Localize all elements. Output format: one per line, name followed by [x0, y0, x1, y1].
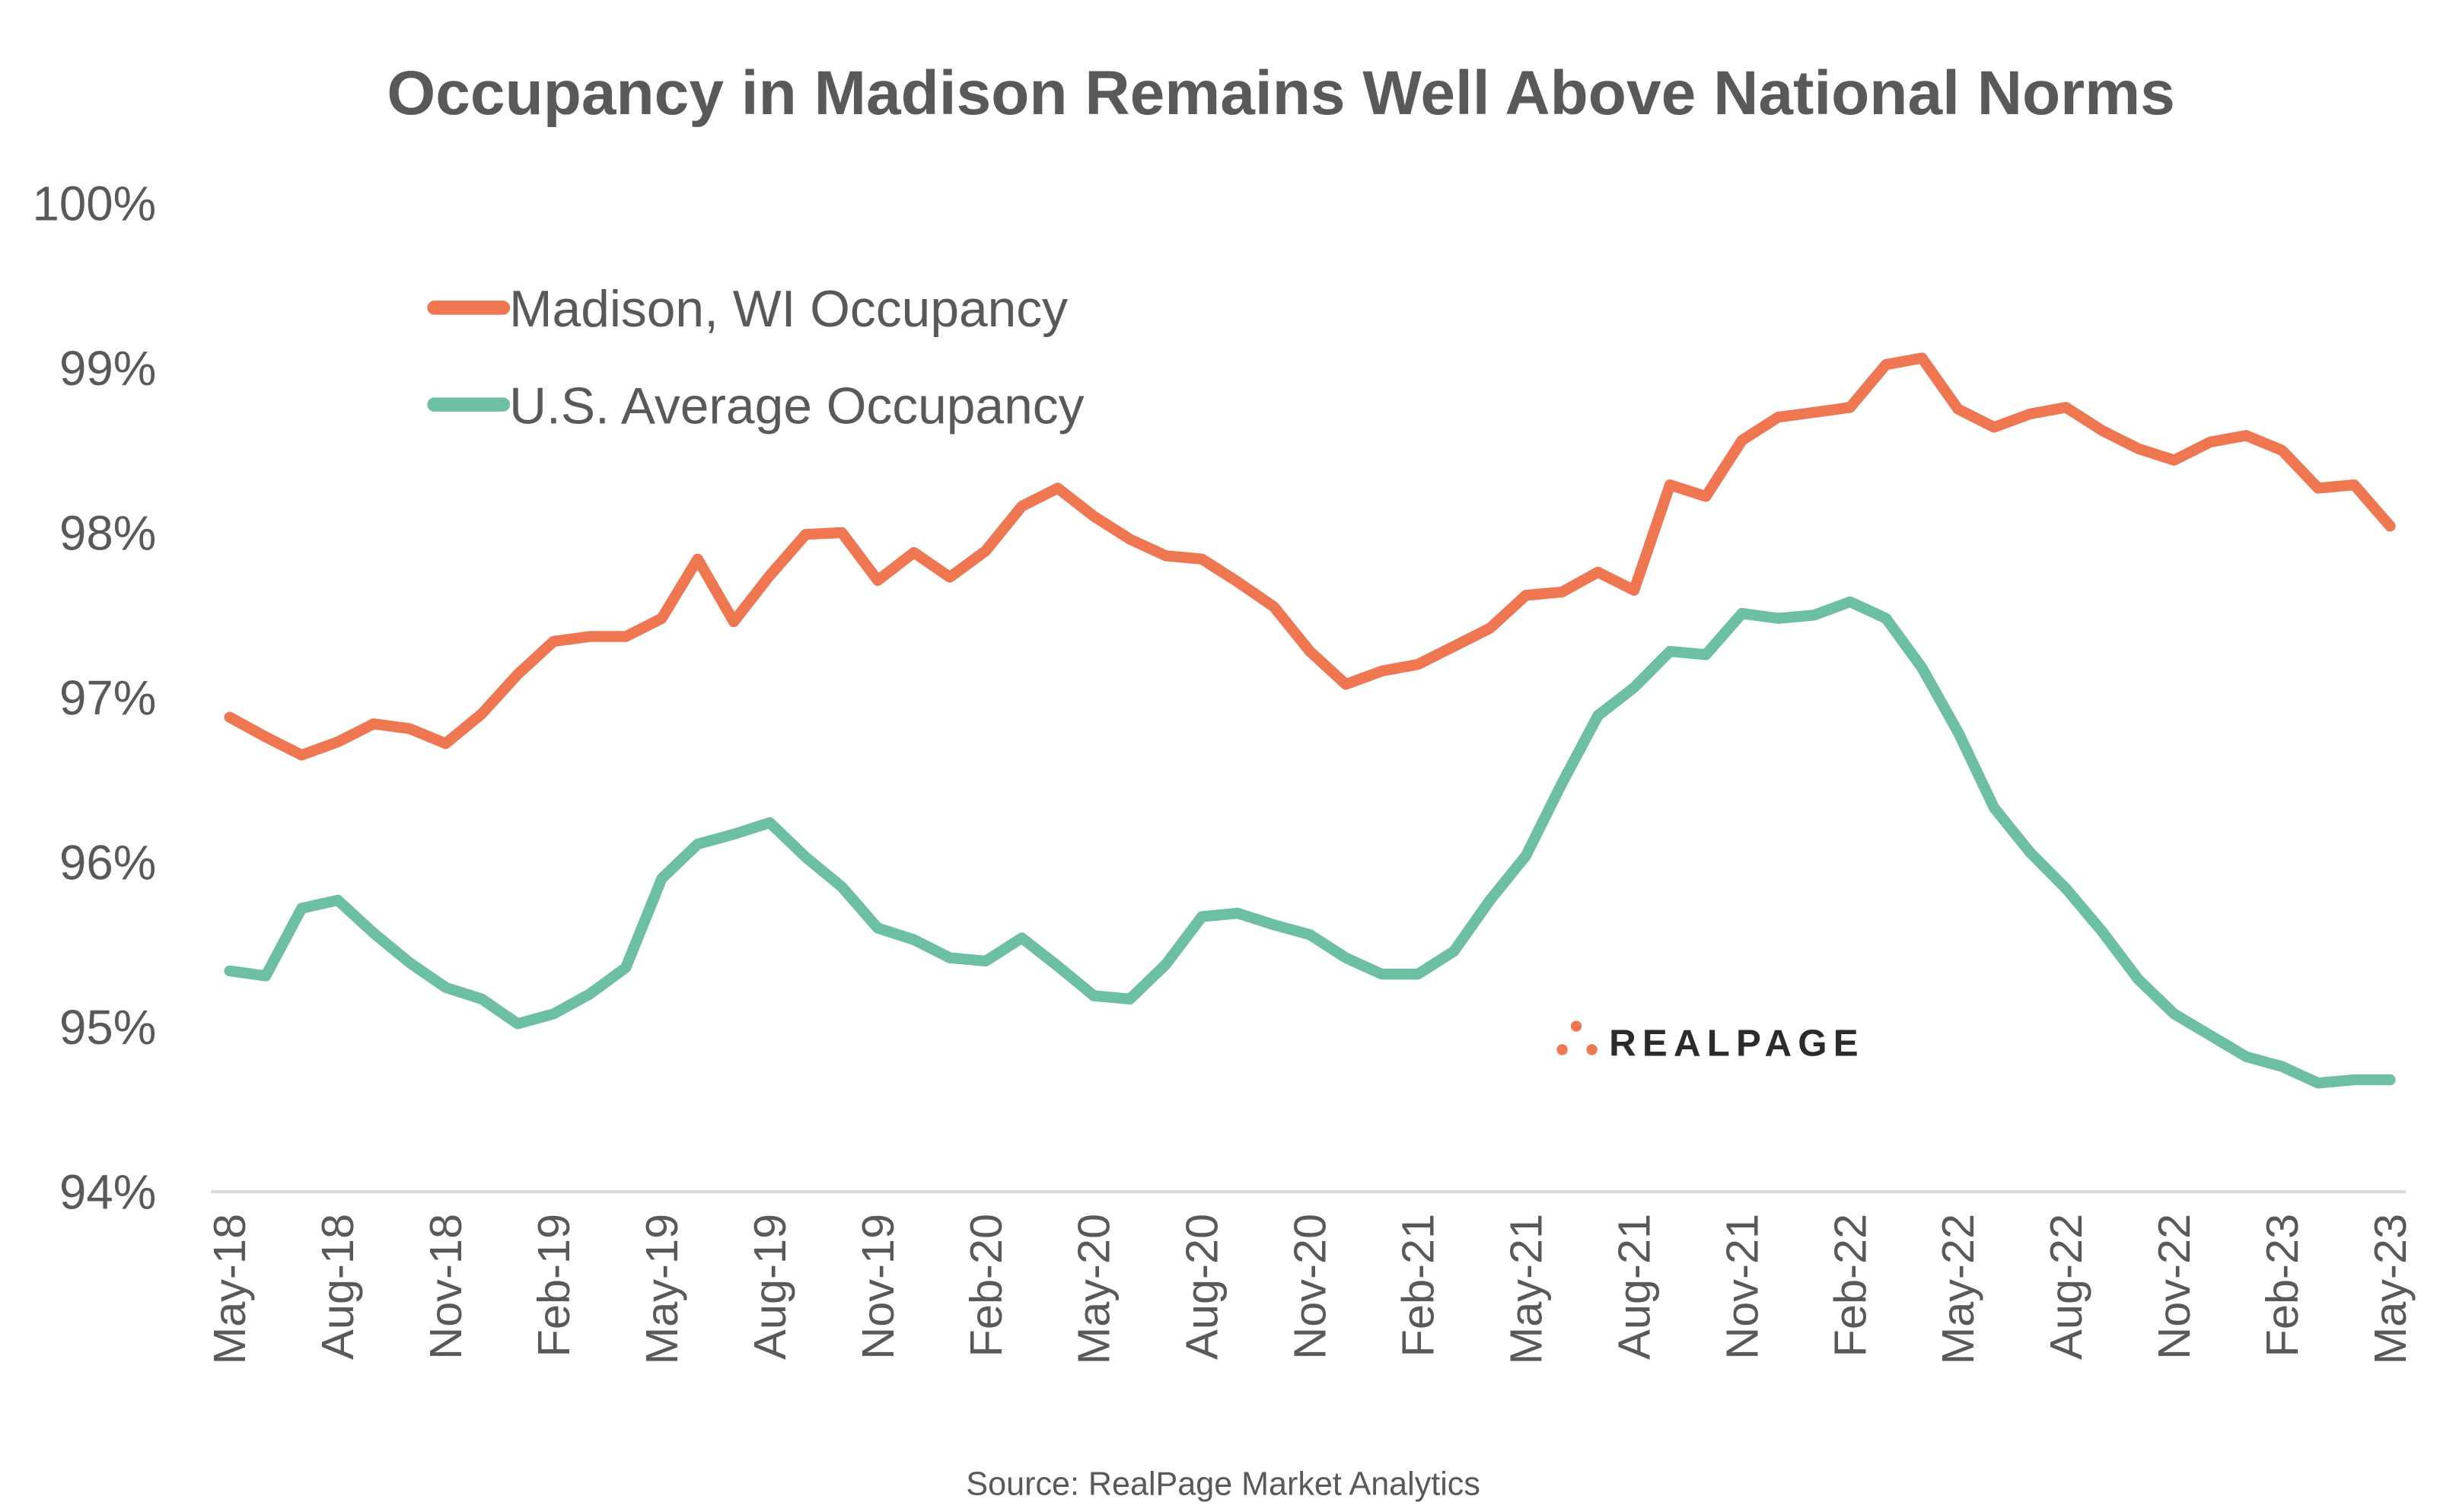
x-tick-label: Feb-19 — [528, 1214, 579, 1358]
series-lines — [224, 352, 2396, 1089]
x-tick-label: Aug-22 — [2040, 1214, 2091, 1360]
y-tick-label: 98% — [59, 507, 156, 561]
legend-item-madison: Madison, WI Occupancy — [427, 281, 1068, 338]
x-tick-label: Feb-20 — [960, 1214, 1011, 1358]
x-tick-label: May-21 — [1500, 1214, 1551, 1364]
logo-dot — [1556, 1044, 1568, 1055]
series-line-us-average — [224, 596, 2396, 1089]
x-tick-label: Aug-20 — [1177, 1214, 1228, 1360]
y-tick-label: 96% — [59, 836, 156, 890]
x-tick-label: May-22 — [1932, 1214, 1983, 1364]
logo-dot — [1570, 1020, 1582, 1032]
x-tick-label: Aug-21 — [1608, 1214, 1659, 1360]
chart-title: Occupancy in Madison Remains Well Above … — [387, 59, 2174, 128]
y-axis-ticks: 94% 95% 96% 97% 98% 99% 100% — [33, 177, 157, 1219]
y-tick-label: 99% — [59, 342, 156, 396]
x-tick-label: Nov-19 — [852, 1214, 903, 1360]
x-tick-label: May-18 — [204, 1214, 255, 1364]
x-tick-label: Nov-18 — [420, 1214, 471, 1360]
realpage-logo: REALPAGE — [1556, 1020, 1865, 1065]
x-tick-label: Nov-20 — [1285, 1214, 1336, 1360]
legend-label-madison: Madison, WI Occupancy — [509, 281, 1068, 338]
x-tick-label: Aug-18 — [312, 1214, 363, 1360]
legend-item-us: U.S. Average Occupancy — [427, 377, 1085, 435]
x-tick-label: May-19 — [636, 1214, 687, 1364]
x-tick-label: Aug-19 — [744, 1214, 795, 1360]
x-tick-label: Feb-21 — [1393, 1214, 1444, 1358]
x-tick-label: Nov-22 — [2149, 1214, 2200, 1360]
y-tick-label: 100% — [33, 177, 157, 231]
legend: Madison, WI Occupancy U.S. Average Occup… — [427, 281, 1085, 435]
x-tick-label: May-23 — [2365, 1214, 2416, 1364]
x-axis-ticks: May-18 Aug-18 Nov-18 Feb-19 May-19 Aug-19 Nov-… — [204, 1214, 2416, 1364]
legend-label-us: U.S. Average Occupancy — [509, 377, 1084, 435]
source-note: Source: RealPage Market Analytics — [966, 1466, 1480, 1502]
y-tick-label: 95% — [59, 1001, 156, 1055]
x-tick-label: May-20 — [1069, 1214, 1120, 1364]
y-tick-label: 94% — [59, 1166, 156, 1220]
y-tick-label: 97% — [59, 671, 156, 725]
x-tick-label: Feb-22 — [1824, 1214, 1875, 1358]
x-tick-label: Feb-23 — [2257, 1214, 2308, 1358]
logo-dot — [1586, 1044, 1598, 1055]
x-tick-label: Nov-21 — [1716, 1214, 1767, 1360]
logo-text: REALPAGE — [1609, 1023, 1865, 1065]
